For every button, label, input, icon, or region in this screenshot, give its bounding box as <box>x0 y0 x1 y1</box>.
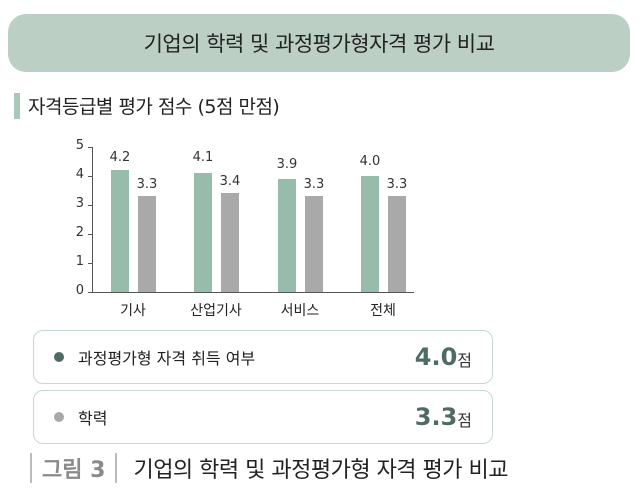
chart-subheading: 자격등급별 평가 점수 (5점 만점) <box>14 92 280 119</box>
bar-chart: 0 1 2 3 4 5 4.2 3.3 기사 4.1 3.4 산업기사 3.9 … <box>75 138 414 319</box>
subheading-text: 자격등급별 평가 점수 (5점 만점) <box>28 96 280 118</box>
bar-qualification-gisa <box>111 170 129 292</box>
legend-dot-icon <box>54 412 64 422</box>
value-label: 4.2 <box>109 150 131 165</box>
tick-mark <box>88 205 93 206</box>
y-tick: 2 <box>75 225 84 240</box>
y-tick: 4 <box>75 167 84 182</box>
y-tick: 5 <box>75 138 84 153</box>
value-label: 3.3 <box>303 177 325 192</box>
caption-title: 기업의 학력 및 과정평가형 자격 평가 비교 <box>133 458 508 483</box>
value-label: 3.4 <box>219 174 241 189</box>
legend-dot-icon <box>54 352 64 362</box>
legend-unit: 점 <box>457 351 472 370</box>
x-label: 전체 <box>370 303 396 319</box>
tick-mark <box>88 176 93 177</box>
x-label: 서비스 <box>280 303 320 319</box>
tick-mark <box>88 292 93 293</box>
banner-title: 기업의 학력 및 과정평가형자격 평가 비교 <box>143 32 495 56</box>
tick-mark <box>88 147 93 148</box>
x-axis <box>92 292 414 293</box>
legend-label: 과정평가형 자격 취득 여부 <box>78 349 256 368</box>
value-label: 4.0 <box>359 154 381 169</box>
legend-value: 3.3 <box>414 403 458 431</box>
value-label: 3.9 <box>276 157 298 172</box>
value-label: 3.3 <box>136 177 158 192</box>
value-label: 3.3 <box>386 177 408 192</box>
value-label: 4.1 <box>192 150 214 165</box>
bar-education-gisa <box>138 196 156 292</box>
legend-card-education: 학력 3.3 점 <box>33 390 493 444</box>
x-label: 산업기사 <box>190 303 242 319</box>
tick-mark <box>88 263 93 264</box>
legend-unit: 점 <box>457 411 472 430</box>
y-axis <box>92 147 93 293</box>
caption-divider <box>115 453 118 483</box>
legend-card-qualification: 과정평가형 자격 취득 여부 4.0 점 <box>33 330 493 384</box>
subheading-accent-bar <box>14 92 20 119</box>
bar-qualification-service <box>278 179 296 292</box>
bar-qualification-total <box>361 176 379 292</box>
y-tick: 0 <box>75 283 84 298</box>
caption-divider <box>30 453 32 483</box>
bar-qualification-sanup <box>194 173 212 292</box>
tick-mark <box>88 234 93 235</box>
y-tick: 3 <box>75 196 84 211</box>
x-label: 기사 <box>120 303 146 319</box>
bar-education-total <box>388 196 406 292</box>
bar-education-sanup <box>221 193 239 292</box>
bar-education-service <box>305 196 323 292</box>
legend-label: 학력 <box>78 409 108 428</box>
figure-caption: 그림 3 기업의 학력 및 과정평가형 자격 평가 비교 <box>30 452 508 484</box>
y-tick: 1 <box>75 254 84 269</box>
figure-number: 그림 3 <box>42 458 106 483</box>
legend-value: 4.0 <box>414 343 458 371</box>
title-banner: 기업의 학력 및 과정평가형자격 평가 비교 <box>8 14 630 72</box>
